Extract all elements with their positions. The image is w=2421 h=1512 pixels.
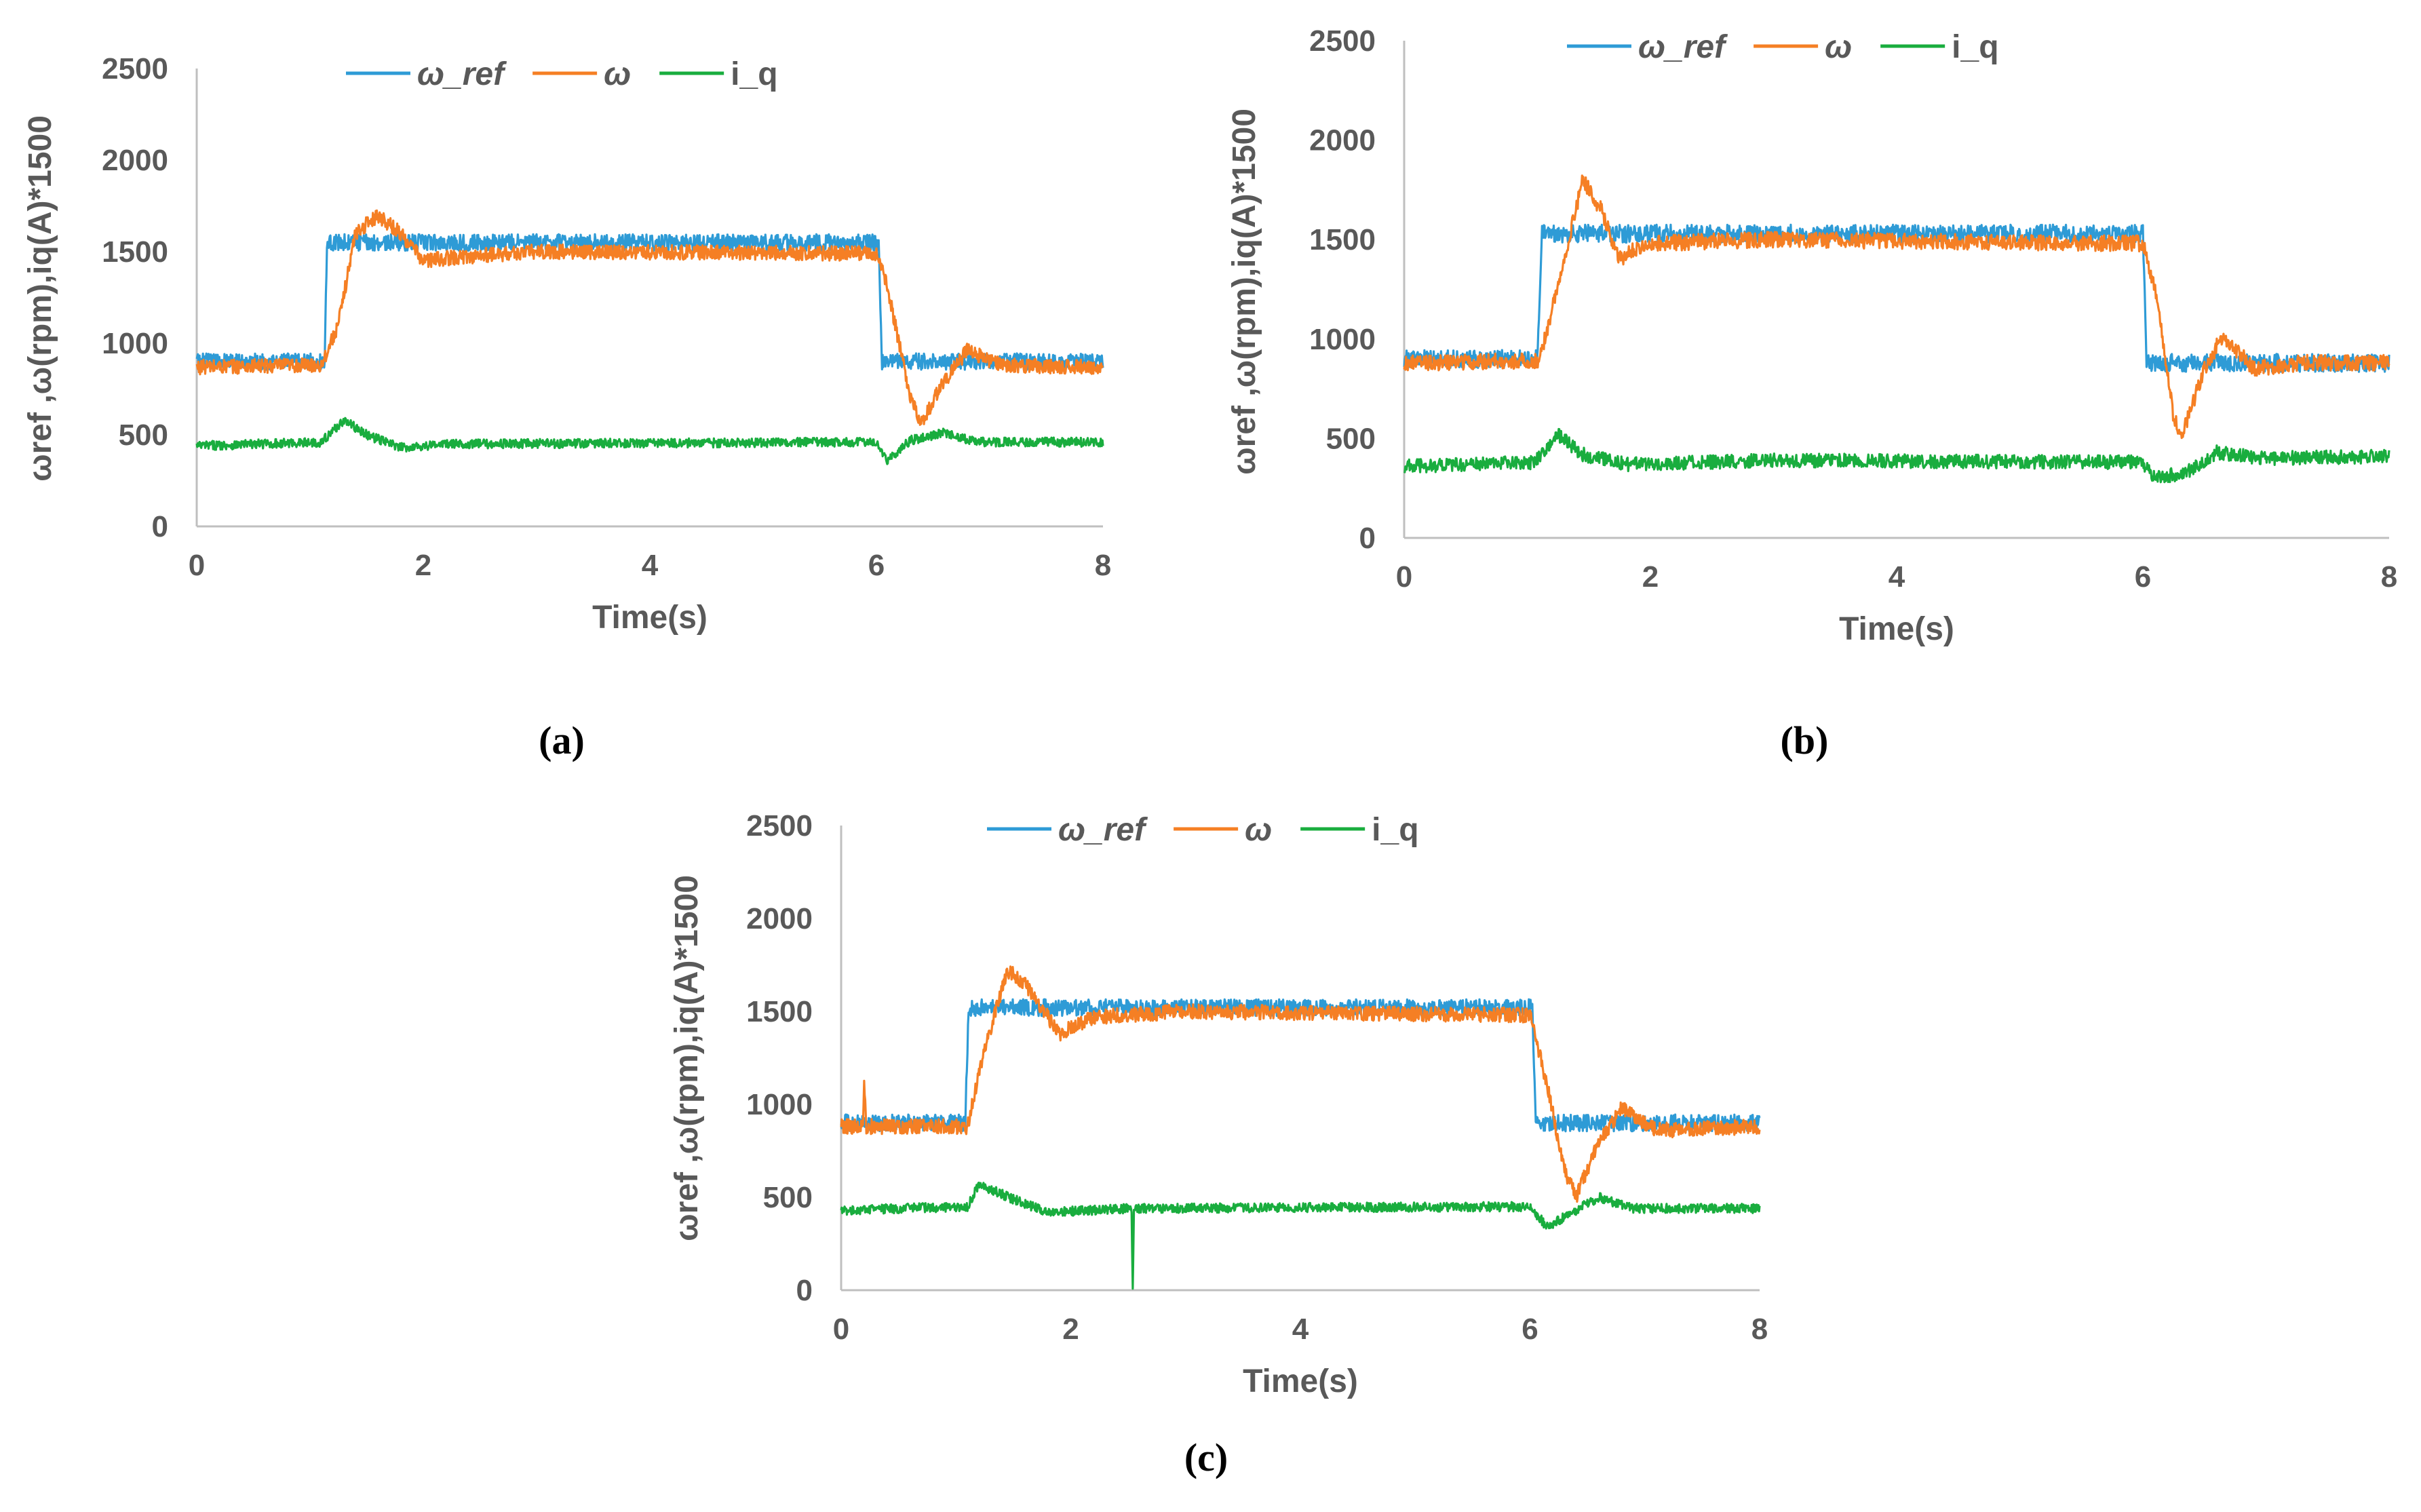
series-line-omega (195, 209, 1104, 426)
chart-c: 0 500 1000 1500 2000 2500 0 2 4 6 8 Time(s) ωref ,ω(… (669, 809, 1768, 1399)
y-tick-label: 1000 (1309, 323, 1376, 356)
legend-label: ω_ref (1058, 812, 1148, 848)
x-tick-label: 8 (1095, 549, 1111, 582)
y-tick-label: 2500 (746, 809, 813, 842)
y-tick-label: 0 (152, 510, 168, 543)
caption-a: (a) (539, 718, 585, 762)
chart-a: 0 500 1000 1500 2000 2500 0 2 4 6 8 Time(s) ωref ,ω(… (22, 52, 1111, 636)
y-tick-label: 2500 (102, 52, 168, 85)
x-tick-label: 6 (868, 549, 885, 582)
series-line-omega (1403, 174, 2390, 440)
x-tick-label: 6 (2135, 560, 2151, 594)
x-tick-label: 4 (642, 549, 659, 582)
y-tick-label: 2000 (102, 144, 168, 177)
y-tick-label: 2500 (1309, 24, 1376, 58)
x-tick-label: 4 (1292, 1313, 1309, 1346)
panel-a: 0 500 1000 1500 2000 2500 0 2 4 6 8 Time(s) ωref ,ω(… (0, 0, 1153, 678)
x-tick-label: 2 (415, 549, 431, 582)
series-line-omega (840, 965, 1761, 1203)
y-tick-label: 500 (763, 1181, 813, 1214)
series-line-omega-ref (195, 233, 1104, 371)
panel-b: 0 500 1000 1500 2000 2500 0 2 4 6 8 Time(s) ωref ,ω(… (1207, 0, 2421, 678)
x-tick-label: 0 (189, 549, 205, 582)
x-axis-title: Time(s) (1243, 1363, 1358, 1399)
y-tick-label: 2000 (1309, 124, 1376, 157)
x-tick-label: 8 (2381, 560, 2397, 594)
caption-c: (c) (1184, 1435, 1228, 1479)
y-axis-title: ωref ,ω(rpm),iq(A)*1500 (22, 115, 58, 482)
panel-c: 0 500 1000 1500 2000 2500 0 2 4 6 8 Time(s) ωref ,ω(… (638, 787, 1791, 1438)
legend-label: i_q (731, 56, 777, 92)
legend-label: ω_ref (417, 56, 507, 92)
legend: ω_ref ω i_q (987, 812, 1419, 848)
y-tick-label: 1500 (746, 995, 813, 1028)
x-axis-title: Time(s) (1839, 611, 1954, 647)
y-tick-label: 1000 (102, 327, 168, 360)
x-tick-label: 0 (833, 1313, 849, 1346)
series-line-i-q (1403, 427, 2390, 484)
y-axis-title: ωref ,ω(rpm),iq(A)*1500 (1226, 109, 1262, 475)
y-tick-label: 500 (119, 419, 168, 452)
legend-label: ω (1825, 29, 1852, 65)
y-tick-label: 1000 (746, 1088, 813, 1121)
y-tick-label: 2000 (746, 902, 813, 935)
legend: ω_ref ω i_q (346, 56, 778, 92)
legend-label: i_q (1372, 812, 1418, 848)
x-tick-label: 6 (1522, 1313, 1538, 1346)
legend: ω_ref ω i_q (1567, 29, 1999, 65)
chart-b: 0 500 1000 1500 2000 2500 0 2 4 6 8 Time(s) ωref ,ω(… (1226, 24, 2397, 647)
caption-b: (b) (1780, 718, 1829, 762)
series-line-i-q (840, 1181, 1761, 1290)
x-tick-label: 2 (1642, 560, 1659, 594)
legend-label: i_q (1952, 29, 1998, 65)
y-axis-title: ωref ,ω(rpm),iq(A)*1500 (669, 875, 705, 1241)
legend-label: ω (604, 56, 631, 92)
y-tick-label: 0 (1359, 522, 1376, 555)
legend-label: ω (1245, 812, 1272, 848)
series-line-i-q (195, 416, 1104, 465)
series-line-omega-ref (1403, 223, 2390, 373)
y-tick-label: 500 (1326, 422, 1376, 455)
x-axis-title: Time(s) (592, 600, 708, 636)
x-tick-label: 4 (1889, 560, 1905, 594)
y-tick-label: 1500 (102, 235, 168, 269)
x-tick-label: 2 (1062, 1313, 1079, 1346)
x-tick-label: 8 (1751, 1313, 1768, 1346)
y-tick-label: 0 (796, 1274, 813, 1307)
legend-label: ω_ref (1638, 29, 1728, 65)
y-tick-label: 1500 (1309, 223, 1376, 256)
x-tick-label: 0 (1396, 560, 1412, 594)
